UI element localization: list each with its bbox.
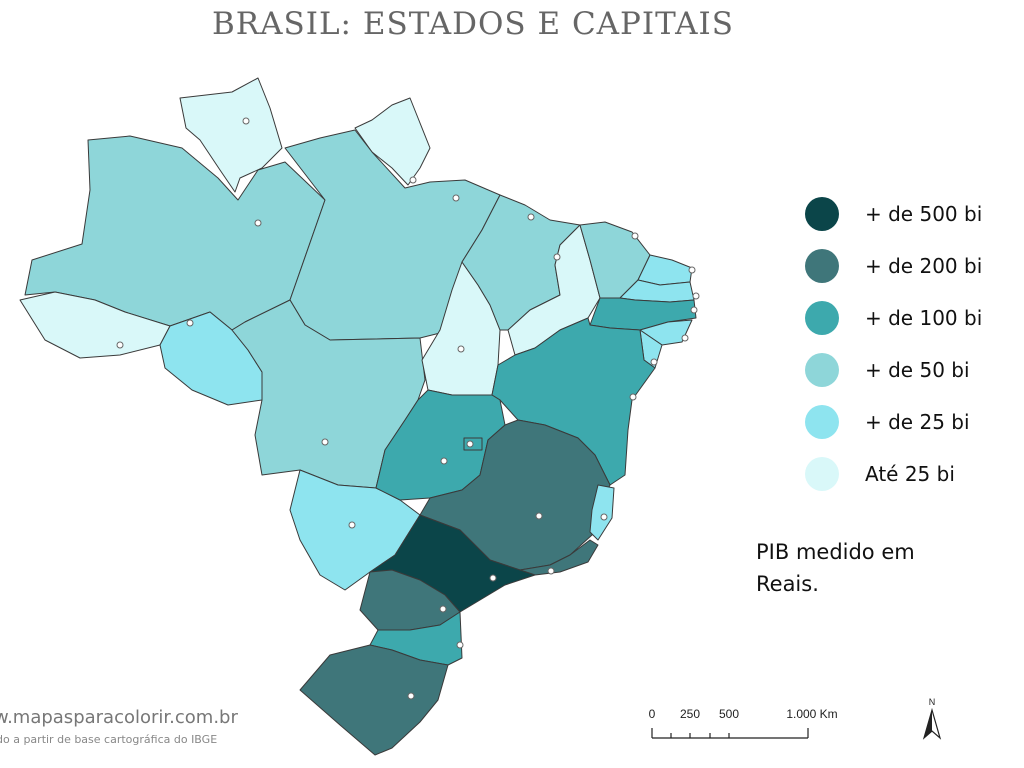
state-roraima[interactable] (179, 77, 283, 193)
capital-marker-salvador[interactable] (629, 393, 637, 401)
legend-swatch (805, 405, 839, 439)
capital-marker-belem[interactable] (452, 194, 460, 202)
scale-label-1000: 1.000 Km (786, 707, 837, 721)
capital-marker-sao-luis[interactable] (527, 213, 535, 221)
capital-marker-florianopolis[interactable] (456, 641, 464, 649)
capital-marker-maceio[interactable] (681, 334, 689, 342)
legend-item-25: + de 25 bi (805, 396, 982, 448)
legend-item-200: + de 200 bi (805, 240, 982, 292)
capital-marker-brasilia[interactable] (466, 440, 474, 448)
capital-marker-campo-grande[interactable] (348, 521, 356, 529)
scale-label-500: 500 (719, 707, 739, 721)
north-label: N (929, 697, 936, 707)
capital-marker-curitiba[interactable] (439, 605, 447, 613)
gdp-note: PIB medido em Reais. (756, 540, 915, 596)
scale-bar: 0 250 500 1.000 Km (649, 707, 838, 739)
capital-marker-vitoria[interactable] (600, 513, 608, 521)
capital-marker-recife[interactable] (690, 306, 698, 314)
capital-marker-teresina[interactable] (553, 253, 561, 261)
capital-marker-natal[interactable] (688, 266, 696, 274)
state-rio-grande-do-sul[interactable] (299, 644, 449, 756)
capital-marker-cuiaba[interactable] (321, 438, 329, 446)
legend-label: + de 200 bi (865, 254, 983, 278)
scale-label-0: 0 (649, 707, 656, 721)
legend-label: + de 50 bi (865, 358, 970, 382)
watermark[interactable]: w.mapasparacolorir.com.br (0, 707, 238, 728)
legend-swatch (805, 301, 839, 335)
capital-marker-rio-branco[interactable] (116, 341, 124, 349)
scale-label-250: 250 (680, 707, 700, 721)
capital-marker-porto-velho[interactable] (186, 319, 194, 327)
legend-item-100: + de 100 bi (805, 292, 982, 344)
state-rio-de-janeiro[interactable] (519, 539, 599, 576)
capital-marker-rio-de-janeiro[interactable] (547, 567, 555, 575)
north-arrow-icon: N (922, 697, 942, 740)
capital-marker-aracaju[interactable] (650, 358, 658, 366)
capital-marker-macapa[interactable] (409, 176, 417, 184)
capital-marker-boa-vista[interactable] (242, 117, 250, 125)
legend-swatch (805, 353, 839, 387)
legend-item-50: + de 50 bi (805, 344, 982, 396)
legend-swatch (805, 197, 839, 231)
capital-marker-belo-horizonte[interactable] (535, 512, 543, 520)
legend-swatch (805, 249, 839, 283)
legend-label: + de 25 bi (865, 410, 970, 434)
legend-label: + de 500 bi (865, 202, 983, 226)
legend-item-500: + de 500 bi (805, 188, 982, 240)
capital-marker-joao-pessoa[interactable] (692, 292, 700, 300)
capital-marker-manaus[interactable] (254, 219, 262, 227)
capital-marker-goiania[interactable] (440, 457, 448, 465)
capital-marker-fortaleza[interactable] (631, 232, 639, 240)
state-bahia[interactable] (491, 317, 656, 486)
map-title: BRASIL: ESTADOS E CAPITAIS (211, 6, 734, 42)
capital-marker-porto-alegre[interactable] (407, 692, 415, 700)
credit-text: do a partir de base cartográfica do IBGE (0, 733, 218, 746)
capital-marker-sao-paulo[interactable] (489, 574, 497, 582)
state-espirito-santo[interactable] (589, 484, 615, 541)
legend-label: Até 25 bi (865, 462, 955, 486)
legend-swatch (805, 457, 839, 491)
capital-marker-palmas[interactable] (457, 345, 465, 353)
legend-item-ate-25: Até 25 bi (805, 448, 982, 500)
state-amapa[interactable] (354, 97, 431, 186)
legend: + de 500 bi + de 200 bi + de 100 bi + de… (805, 188, 982, 500)
legend-label: + de 100 bi (865, 306, 983, 330)
